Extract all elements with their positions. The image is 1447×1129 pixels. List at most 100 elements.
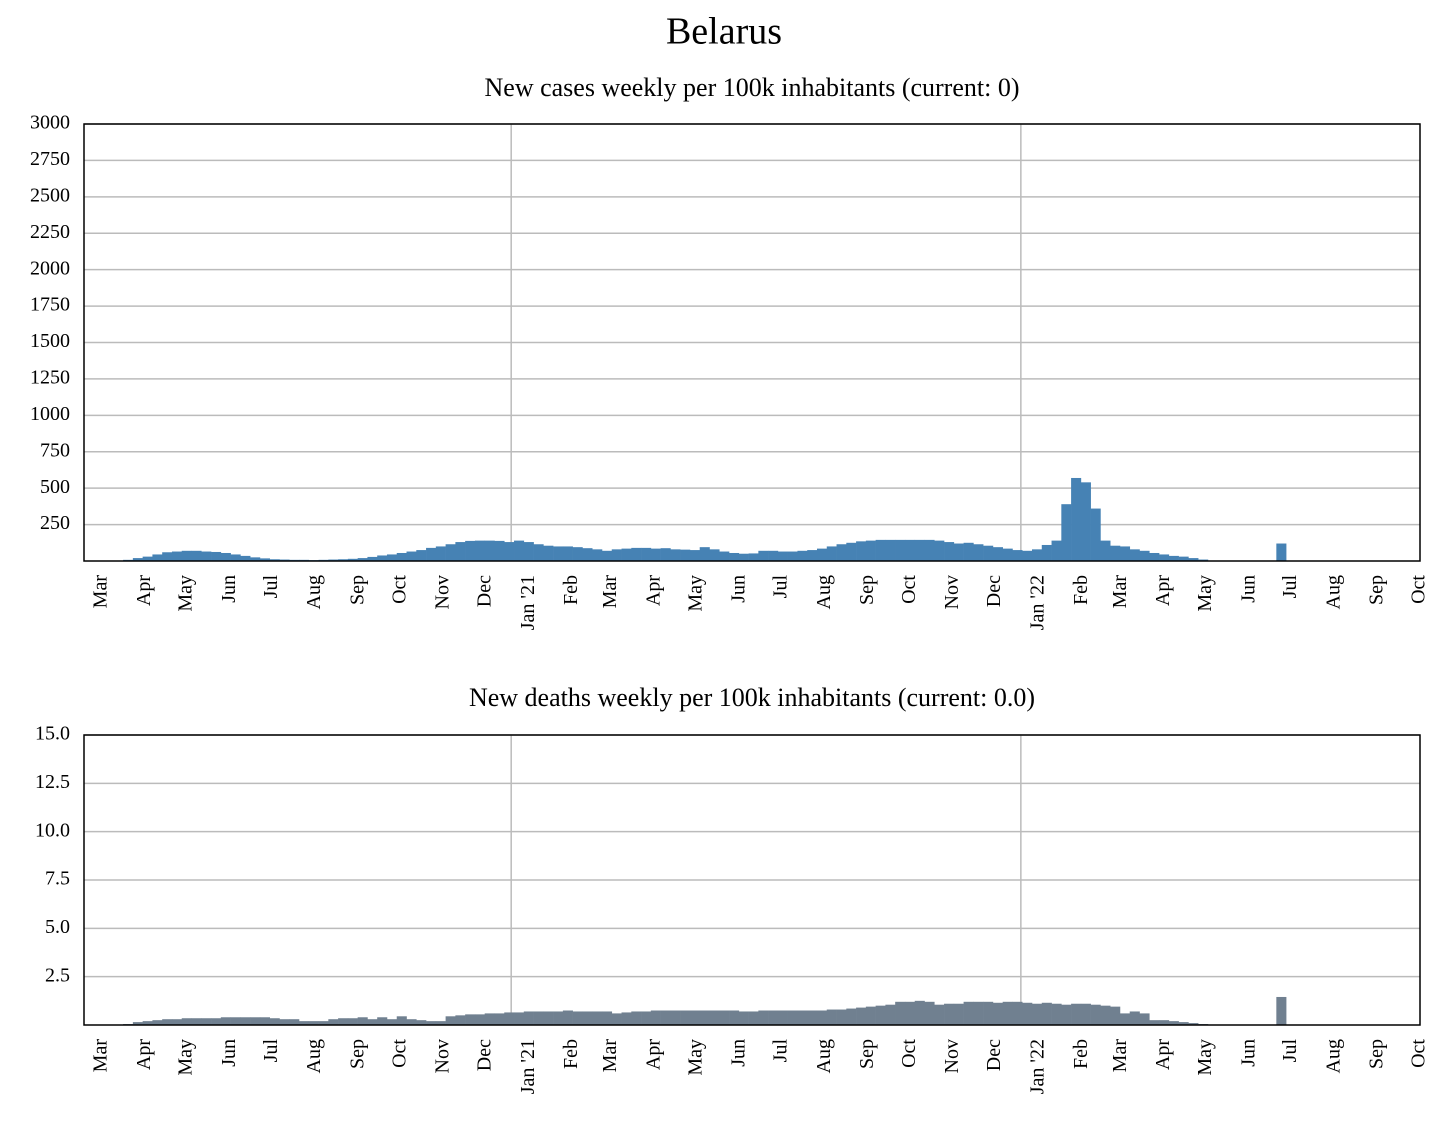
bar: [416, 1020, 427, 1025]
bar: [699, 547, 710, 561]
y-tick-label: 2250: [30, 221, 70, 243]
bar: [1276, 996, 1287, 1025]
bar: [484, 540, 495, 561]
x-tick-label: Apr: [1152, 575, 1174, 606]
bar: [152, 554, 163, 561]
bar: [1061, 1004, 1072, 1025]
bar: [1051, 540, 1062, 561]
x-tick-label: Oct: [898, 575, 920, 604]
bar: [435, 1021, 446, 1025]
bar: [787, 1010, 798, 1025]
bar: [895, 539, 906, 561]
bar: [748, 553, 759, 561]
bar: [709, 1010, 720, 1025]
bar: [504, 1012, 515, 1025]
bar: [1002, 1001, 1013, 1025]
bar: [621, 548, 632, 561]
bar: [191, 550, 202, 561]
bar: [601, 550, 613, 561]
bar: [142, 556, 153, 561]
bar: [875, 1005, 886, 1025]
bar: [768, 550, 779, 561]
bar: [426, 547, 437, 561]
x-tick-label: Sep: [347, 1039, 369, 1069]
bar: [386, 554, 398, 561]
x-tick-label: Jun: [1237, 575, 1259, 603]
x-tick-label: Jun: [218, 575, 240, 603]
x-tick-label: Nov: [941, 1039, 963, 1073]
x-tick-label: Oct: [1408, 1039, 1430, 1068]
bar: [582, 548, 593, 561]
x-tick-label: Sep: [856, 1039, 878, 1069]
x-tick-label: Jul: [1279, 575, 1301, 599]
bar: [944, 1003, 955, 1025]
bar: [797, 550, 808, 561]
bar: [338, 559, 349, 561]
bar: [738, 553, 749, 561]
bar: [514, 540, 525, 561]
bar: [377, 555, 388, 561]
bar: [279, 1019, 290, 1025]
bar: [1071, 1003, 1082, 1025]
bar: [914, 539, 925, 561]
bar: [885, 539, 896, 561]
bar: [445, 1016, 456, 1025]
bar: [1178, 1022, 1189, 1025]
bar: [1149, 1020, 1160, 1025]
bar: [592, 549, 603, 561]
bar: [1110, 1006, 1121, 1025]
x-tick-label: Dec: [983, 1039, 1005, 1071]
bar: [572, 547, 583, 561]
bar: [230, 1017, 241, 1025]
bar: [1100, 540, 1111, 561]
bar: [904, 1001, 916, 1025]
y-tick-label: 250: [40, 512, 70, 534]
bar: [1002, 548, 1013, 561]
bar: [1159, 1020, 1170, 1025]
bar: [738, 1011, 749, 1025]
bar: [758, 1010, 769, 1025]
x-tick-label: Jun: [728, 1039, 750, 1067]
bar: [357, 1017, 368, 1025]
x-tick-label: Jun: [218, 1039, 240, 1067]
bar: [181, 550, 192, 561]
bar: [543, 1011, 554, 1025]
bar: [445, 544, 456, 561]
y-tick-label: 1750: [30, 294, 70, 316]
bar: [562, 546, 573, 561]
bar: [562, 1010, 573, 1025]
bar: [289, 1019, 300, 1025]
bar: [455, 542, 466, 561]
y-tick-label: 5.0: [45, 916, 70, 938]
bar: [240, 1017, 251, 1025]
bar: [689, 1010, 701, 1025]
bar: [152, 1020, 163, 1025]
bar: [807, 550, 818, 561]
x-tick-label: Aug: [1322, 575, 1344, 609]
bar: [758, 550, 769, 561]
bar: [465, 1014, 476, 1025]
bar: [1041, 544, 1052, 561]
x-tick-label: Jul: [1279, 1039, 1301, 1063]
x-tick-label: Oct: [898, 1039, 920, 1068]
bar: [631, 1011, 642, 1025]
bar: [406, 1019, 417, 1025]
bar: [1119, 1013, 1131, 1025]
x-tick-label: May: [684, 575, 706, 612]
x-tick-label: Mar: [1109, 575, 1131, 609]
x-tick-label: Apr: [642, 575, 664, 606]
bar: [514, 1012, 525, 1025]
bar: [963, 1001, 974, 1025]
bar: [953, 543, 964, 561]
bar: [983, 1001, 994, 1025]
bar: [973, 544, 984, 561]
bar: [924, 1001, 935, 1025]
bar: [1188, 1023, 1199, 1025]
x-tick-label: Sep: [347, 575, 369, 605]
x-tick-label: Jan '22: [1026, 575, 1048, 630]
bar: [1061, 504, 1072, 561]
bar: [455, 1015, 466, 1025]
bar: [1129, 549, 1140, 561]
y-tick-label: 7.5: [45, 868, 70, 890]
